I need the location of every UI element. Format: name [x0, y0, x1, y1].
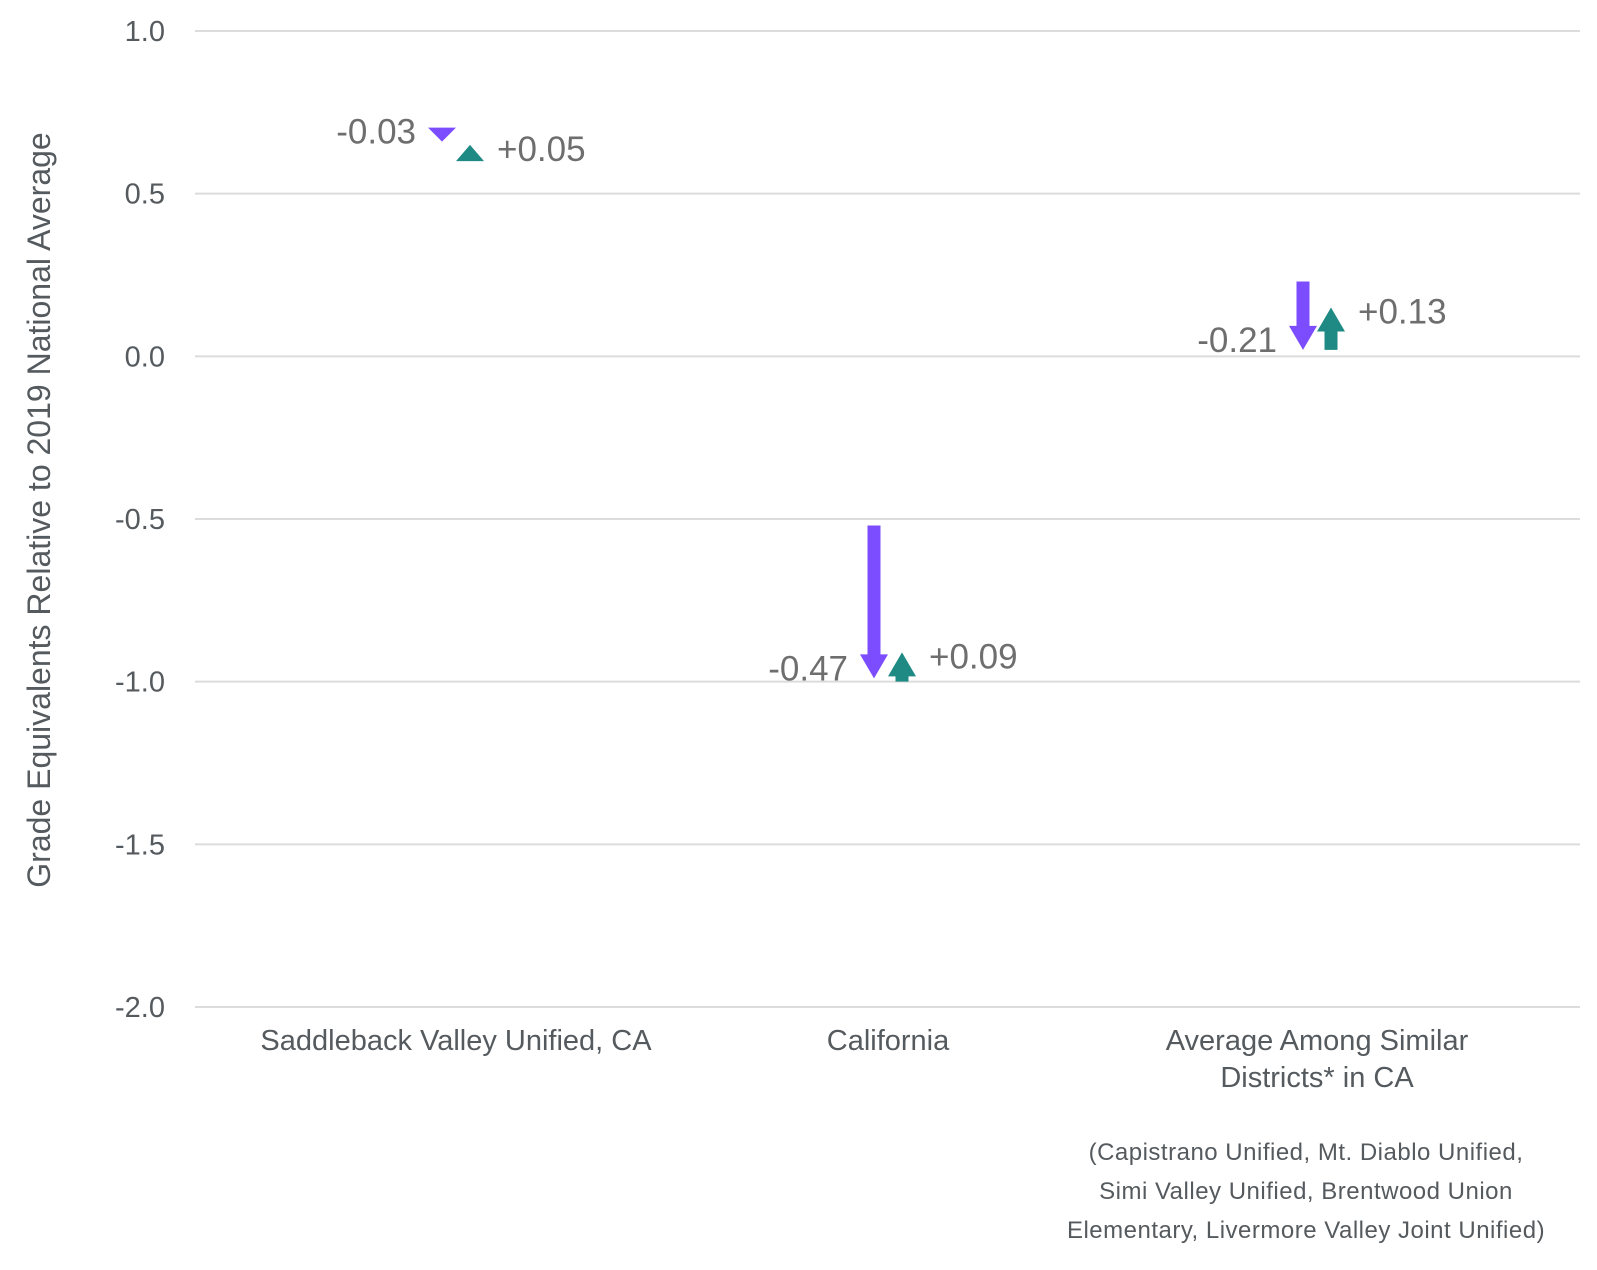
arrows: [428, 127, 1345, 682]
decrease-arrow: [428, 127, 456, 142]
footnote-line: Simi Valley Unified, Brentwood Union: [1099, 1178, 1513, 1205]
footnote-line: (Capistrano Unified, Mt. Diablo Unified,: [1089, 1139, 1524, 1166]
decrease-arrow: [860, 525, 888, 679]
increase-value-label: +0.05: [497, 130, 586, 169]
y-tick-label: 1.0: [125, 16, 165, 48]
increase-arrow: [1317, 307, 1345, 350]
decrease-value-label: -0.03: [336, 113, 416, 152]
decrease-arrow: [1289, 281, 1317, 350]
footnote: (Capistrano Unified, Mt. Diablo Unified,…: [1067, 1139, 1545, 1244]
category-label: California: [827, 1025, 950, 1057]
y-tick-label: -1.5: [115, 829, 165, 861]
y-axis-ticks: 1.0 0.5 0.0 -0.5 -1.0 -1.5 -2.0: [115, 16, 165, 1024]
value-labels: -0.03 +0.05 -0.47 +0.09 -0.21 +0.13: [336, 113, 1446, 689]
category-label: Saddleback Valley Unified, CA: [260, 1025, 652, 1057]
footnote-line: Elementary, Livermore Valley Joint Unifi…: [1067, 1217, 1545, 1244]
category-label: Districts* in CA: [1220, 1062, 1414, 1094]
decrease-value-label: -0.21: [1197, 321, 1277, 360]
category-label: Average Among Similar: [1166, 1025, 1469, 1057]
category-labels: Saddleback Valley Unified, CA California A…: [260, 1025, 1468, 1094]
increase-arrow: [456, 144, 484, 162]
increase-value-label: +0.09: [929, 637, 1018, 676]
y-tick-label: 0.0: [125, 341, 165, 373]
y-axis-label: Grade Equivalents Relative to 2019 Natio…: [21, 132, 57, 887]
gridlines: [195, 30, 1580, 1008]
increase-value-label: +0.13: [1358, 293, 1447, 332]
y-tick-label: -0.5: [115, 504, 165, 536]
increase-arrow: [888, 652, 916, 682]
decrease-value-label: -0.47: [768, 649, 848, 688]
y-tick-label: -2.0: [115, 992, 165, 1024]
y-tick-label: -1.0: [115, 667, 165, 699]
y-tick-label: 0.5: [125, 179, 165, 211]
